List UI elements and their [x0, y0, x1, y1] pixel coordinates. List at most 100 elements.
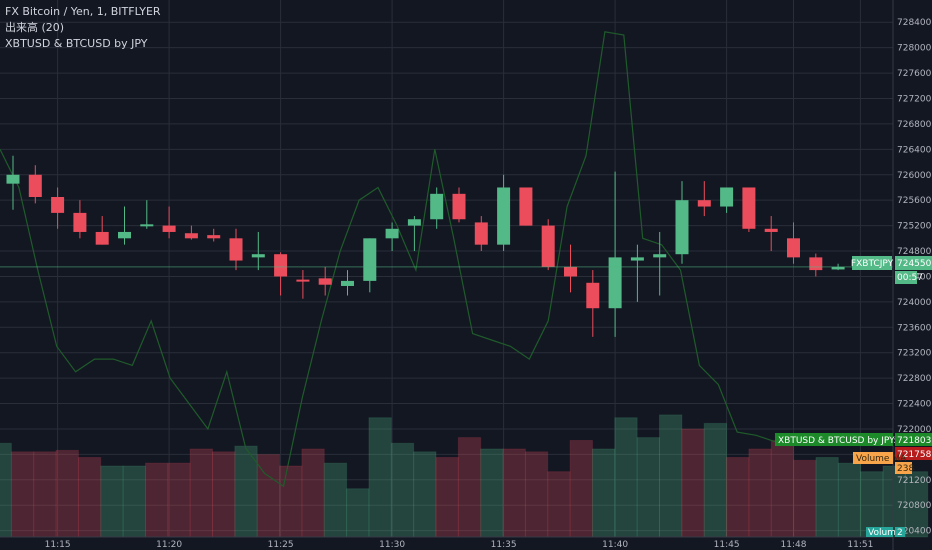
price-tick-label: 723600.00 — [897, 323, 932, 333]
candle-body — [675, 200, 689, 255]
price-tick-label: 727600.00 — [897, 69, 932, 79]
volume-bar — [167, 462, 191, 538]
volume-bar — [524, 451, 549, 538]
candle-body — [764, 228, 778, 232]
fxbtcjpy-label: FXBTCJPY — [851, 259, 894, 269]
volume-bar — [591, 448, 616, 538]
volume-bar — [301, 448, 325, 538]
price-tick-label: 728400.00 — [897, 18, 932, 28]
price-tick-label: 725600.00 — [897, 196, 932, 206]
candles-layer — [6, 155, 845, 337]
volume-ma-tag: Volume MA 238 — [853, 452, 914, 474]
volume-value: 2 — [897, 528, 903, 538]
candle-body — [95, 231, 109, 245]
candle-body — [430, 193, 444, 220]
volume-bar — [189, 448, 213, 538]
candle-body — [296, 279, 310, 282]
price-tick-label: 722000.00 — [897, 425, 932, 435]
candle-body — [207, 235, 221, 239]
volume-legend[interactable]: 出来高 (20) — [5, 21, 65, 34]
low-price: 721758.16 — [897, 450, 932, 460]
symbol-title[interactable]: FX Bitcoin / Yen, 1, BITFLYER — [5, 5, 161, 18]
candle-body — [809, 257, 823, 271]
volume-bar — [390, 442, 415, 538]
volume-label: Volume — [868, 528, 902, 538]
overlay-legend[interactable]: XBTUSD & BTCUSD by JPY — [5, 37, 148, 50]
time-tick-label: 11:15 — [45, 540, 71, 550]
volume-bar — [904, 471, 929, 538]
candle-body — [608, 257, 622, 309]
price-tag: 724550.00 — [895, 256, 932, 270]
candle-body — [140, 224, 154, 227]
candle-body — [73, 212, 87, 232]
volume-bar — [726, 456, 750, 538]
candle-body — [28, 174, 42, 198]
price-tick-label: 727200.00 — [897, 95, 932, 105]
time-axis[interactable]: 11:15 11:20 11:25 11:30 11:35 11:40 11:45 11:48… — [45, 540, 874, 550]
price-tick-label: 726800.00 — [897, 120, 932, 130]
volume-bar — [882, 465, 906, 538]
time-tick-label: 11:40 — [602, 540, 628, 550]
price-tick-label: 722800.00 — [897, 374, 932, 384]
price-tick-label: 724800.00 — [897, 247, 932, 257]
volume-bar — [837, 462, 862, 538]
candle-body — [831, 266, 845, 270]
chart-legend: FX Bitcoin / Yen, 1, BITFLYER 出来高 (20) X… — [5, 4, 161, 52]
candle-body — [541, 225, 555, 267]
volume-bar — [55, 449, 79, 538]
volume-bar — [793, 459, 817, 538]
time-tick-label: 11:25 — [268, 540, 294, 550]
volume-bar — [77, 456, 102, 538]
price-tick-label: 726000.00 — [897, 171, 932, 181]
candle-body — [407, 219, 421, 226]
volume-bar — [636, 437, 661, 538]
price-tick-label: 721200.00 — [897, 476, 932, 486]
candle-body — [229, 238, 243, 261]
candle-body — [184, 233, 198, 239]
candle-body — [564, 266, 577, 277]
volume-bar — [748, 448, 772, 538]
time-tick-label: 11:51 — [847, 540, 873, 550]
price-tick-label: 726400.00 — [897, 145, 932, 155]
time-tick-label: 11:35 — [491, 540, 517, 550]
overlay-label-tag: XBTUSD & BTCUSD by JPY:BTCUSD — [775, 433, 932, 446]
fxbtcjpy-tag: FXBTCJPY — [851, 256, 894, 270]
candle-body — [787, 238, 800, 258]
countdown-value: 00:57 — [897, 273, 923, 283]
price-tick-label: 720400.00 — [897, 527, 932, 537]
price-tick-label: 724000.00 — [897, 298, 932, 308]
overlay-line-layer — [0, 31, 776, 488]
candle-body — [363, 238, 377, 281]
candle-body — [51, 197, 65, 213]
candle-body — [118, 231, 131, 239]
volume-bar — [457, 437, 482, 538]
volume-bar — [144, 462, 169, 538]
volume-bar — [212, 451, 236, 538]
time-tick-label: 11:48 — [781, 540, 807, 550]
candle-body — [586, 282, 600, 309]
candle-body — [697, 200, 711, 207]
volume-bar — [681, 428, 705, 538]
volume-bar — [770, 439, 795, 538]
candle-body — [318, 278, 332, 285]
volume-bars — [0, 414, 929, 538]
volume-bar — [33, 451, 57, 538]
volume-bar — [279, 465, 303, 538]
candle-body — [720, 187, 734, 207]
candle-body — [630, 257, 644, 261]
candle-body — [497, 187, 511, 245]
time-tick-label: 11:45 — [714, 540, 740, 550]
candle-body — [251, 254, 265, 258]
volume-ma-label: Volume MA — [856, 454, 907, 464]
candle-body — [653, 254, 667, 258]
candle-body — [385, 228, 399, 239]
candle-body — [452, 193, 466, 220]
volume-bar — [614, 417, 638, 538]
candle-body — [162, 225, 176, 232]
volume-ma-value: 238 — [897, 464, 914, 474]
volume-bar — [547, 471, 571, 538]
volume-bar — [368, 417, 392, 538]
low-price-tag: 721758.16 — [895, 447, 932, 460]
